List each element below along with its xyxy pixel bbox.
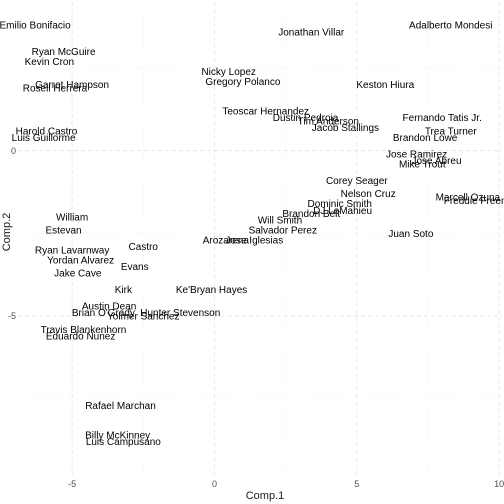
point-label: Jacob Stallings [312, 123, 379, 134]
x-tick-label: 0 [212, 479, 217, 489]
y-tick-label: 0 [11, 146, 16, 156]
y-axis-title: Comp.2 [1, 213, 13, 252]
point-label: Luis Campusano [86, 437, 161, 448]
point-label: Jonathan Villar [278, 27, 345, 38]
point-label: Fernando Tatis Jr. [403, 113, 482, 124]
point-label: Estevan [45, 226, 81, 237]
x-tick-label: 5 [354, 479, 359, 489]
point-label: Eduardo Nunez [46, 331, 116, 342]
point-label: Brandon Lowe [393, 133, 458, 144]
point-label: Juan Soto [388, 229, 433, 240]
point-label: Kirk [115, 285, 133, 296]
point-label: Evans [121, 262, 149, 273]
point-label: Adalberto Mondesi [409, 21, 492, 32]
point-label: Ke'Bryan Hayes [176, 285, 247, 296]
point-label: Jose Ramirez [386, 150, 447, 161]
point-label: Castro [129, 242, 159, 253]
point-label: Rosell Herrera [23, 83, 88, 94]
point-label: Kevin Cron [25, 57, 74, 68]
point-label: Rafael Marchan [85, 401, 156, 412]
point-label: DJ LeMahieu [313, 206, 372, 217]
x-axis-title: Comp.1 [246, 490, 285, 502]
point-label: Luis Guillorme [12, 133, 76, 144]
y-tick-label: -5 [8, 311, 16, 321]
point-label: William [56, 212, 88, 223]
x-axis-ticks: -5 0 5 10 [68, 479, 504, 489]
point-label: Yordan Alvarez [47, 255, 114, 266]
x-tick-label: -5 [68, 479, 76, 489]
point-label: Gregory Polanco [205, 77, 280, 88]
point-label: Freddie Freeman [444, 196, 504, 207]
point-label: Emilio Bonifacio [0, 21, 71, 32]
x-tick-label: 10 [494, 479, 504, 489]
point-label: Jake Cave [54, 269, 102, 280]
point-label: Corey Seager [326, 176, 388, 187]
point-label: Arozarena [203, 236, 250, 247]
point-label: Hunter Stevenson [140, 308, 220, 319]
point-label: Keston Hiura [356, 80, 414, 91]
